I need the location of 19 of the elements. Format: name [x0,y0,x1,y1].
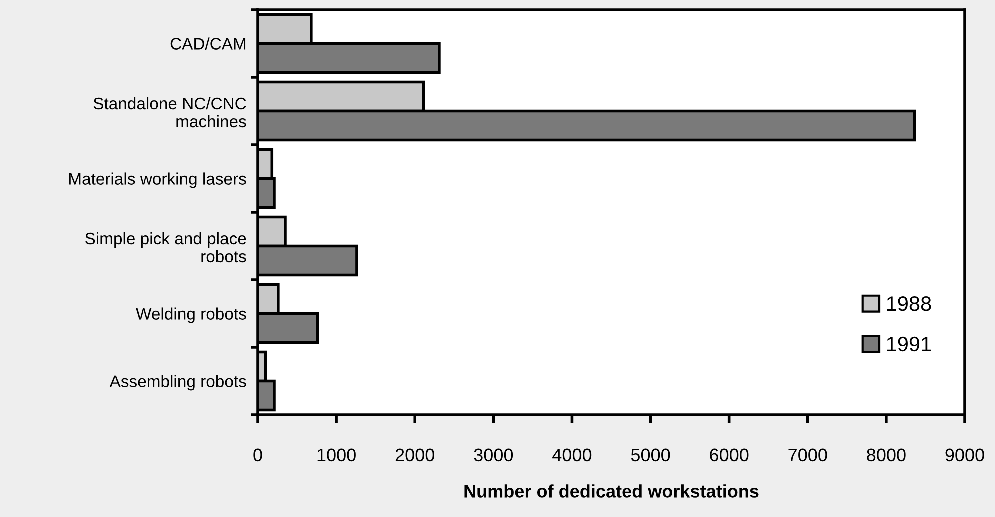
x-tick-label: 2000 [396,448,434,462]
x-tick-label: 6000 [710,448,749,462]
x-tick-label: 7000 [788,448,828,462]
y-tick-label: CAD/CAM [170,38,246,50]
x-tick-label: 4000 [552,448,592,462]
x-tick-label: 1000 [318,448,356,462]
x-tick-label: 0 [254,448,262,462]
y-tick-label: Assembling robots [110,375,246,391]
x-tick-label: 9000 [946,448,984,462]
x-tick-label: 5000 [631,448,670,462]
x-tick-label: 8000 [867,448,906,462]
legend-label: 1988 [887,296,932,312]
y-tick-label: Welding robots [136,308,246,324]
x-axis-title: Number of dedicated workstations [464,484,759,498]
y-tick-label: Standalone NC/CNC machines [94,97,246,128]
legend-label: 1991 [887,336,932,352]
y-tick-label: Materials working lasers [70,172,246,188]
x-tick-label: 3000 [474,448,514,462]
y-tick-label: Simple pick and place robots [86,232,246,263]
